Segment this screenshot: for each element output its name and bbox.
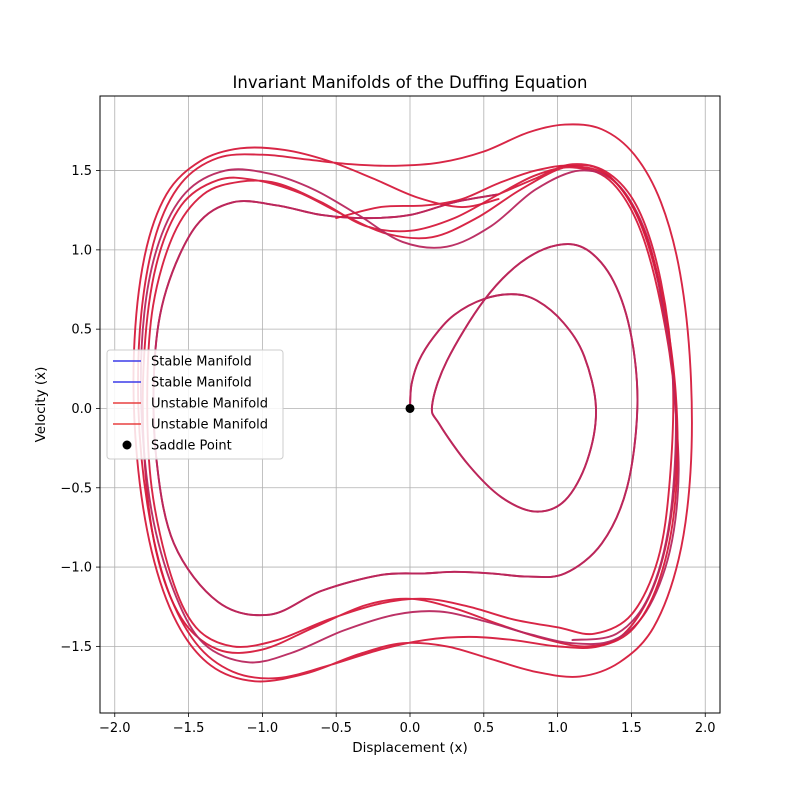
x-tick-label: −1.0 bbox=[247, 721, 279, 736]
ticks: −2.0 −1.5 −1.0 −0.5 0.0 0.5 1.0 1.5 2.0 −1.5 −1.0 −… bbox=[60, 164, 715, 736]
x-axis-label: Displacement (x) bbox=[352, 740, 468, 756]
x-tick-label: −1.5 bbox=[173, 721, 205, 736]
legend-label: Stable Manifold bbox=[151, 376, 252, 391]
x-tick-label: 0.0 bbox=[400, 721, 421, 736]
y-tick-label: −0.5 bbox=[60, 481, 92, 496]
legend-label: Unstable Manifold bbox=[151, 418, 268, 433]
y-axis-label: Velocity (ẋ) bbox=[33, 367, 49, 443]
y-tick-label: −1.5 bbox=[60, 640, 92, 655]
manifold-line-5 bbox=[132, 123, 693, 683]
legend-marker-swatch bbox=[122, 440, 132, 450]
legend: Stable Manifold Stable Manifold Unstable M… bbox=[106, 349, 284, 460]
legend-label: Unstable Manifold bbox=[151, 397, 268, 412]
x-tick-label: 1.5 bbox=[621, 721, 642, 736]
plot-area bbox=[132, 123, 693, 683]
x-tick-label: 2.0 bbox=[695, 721, 716, 736]
legend-box bbox=[106, 349, 284, 460]
y-tick-label: 0.0 bbox=[71, 402, 92, 417]
x-tick-label: −0.5 bbox=[320, 721, 352, 736]
legend-entries: Stable Manifold Stable Manifold Unstable M… bbox=[113, 355, 268, 454]
saddle-layer bbox=[405, 403, 415, 413]
saddle-point-marker bbox=[405, 403, 415, 413]
chart-title: Invariant Manifolds of the Duffing Equat… bbox=[233, 73, 588, 92]
manifold-line-3 bbox=[141, 163, 678, 654]
x-tick-label: 0.5 bbox=[473, 721, 494, 736]
grid bbox=[100, 96, 720, 713]
legend-label: Saddle Point bbox=[151, 439, 232, 454]
x-tick-label: 1.0 bbox=[547, 721, 568, 736]
y-tick-label: −1.0 bbox=[60, 561, 92, 576]
legend-label: Stable Manifold bbox=[151, 355, 252, 370]
series-layer bbox=[132, 123, 693, 683]
y-tick-label: 1.0 bbox=[71, 243, 92, 258]
x-tick-label: −2.0 bbox=[99, 721, 131, 736]
manifold-line-2 bbox=[152, 193, 639, 617]
y-tick-label: 0.5 bbox=[71, 323, 92, 338]
y-tick-label: 1.5 bbox=[71, 164, 92, 179]
